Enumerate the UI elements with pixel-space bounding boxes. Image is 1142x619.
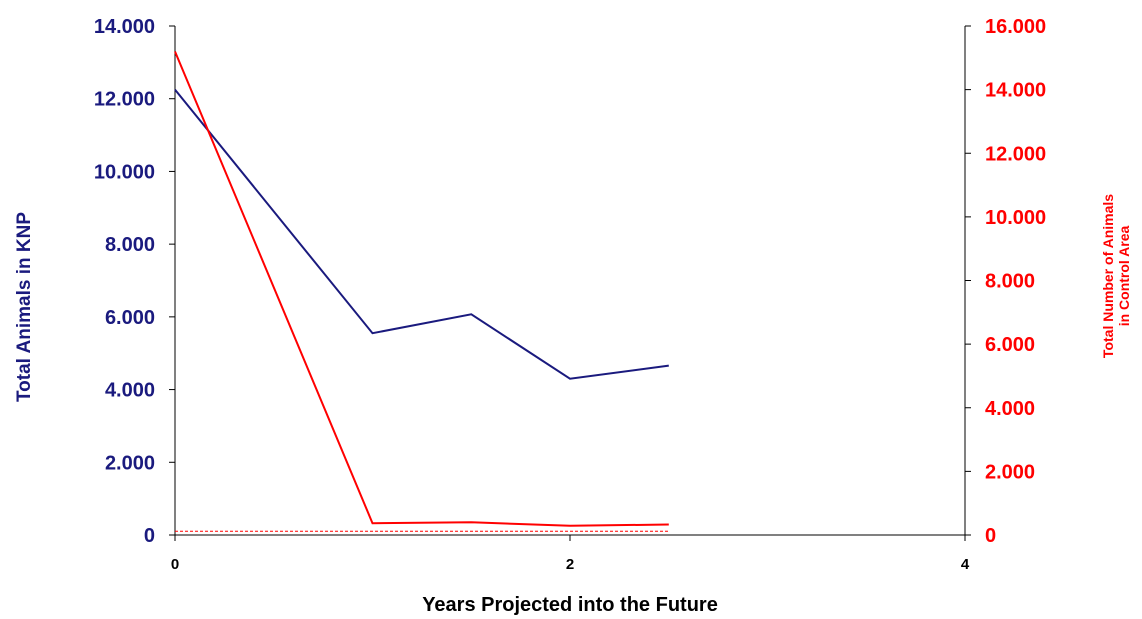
right-y-axis-label-line-2: in Control Area xyxy=(1116,225,1132,326)
x-tick-label: 0 xyxy=(171,556,179,573)
right-tick-label: 14.000 xyxy=(985,80,1046,102)
x-tick-label: 4 xyxy=(961,556,970,573)
right-tick-label: 12.000 xyxy=(985,143,1046,165)
right-tick-label: 0 xyxy=(985,525,996,547)
right-y-axis-ticks: 0 2.000 4.000 6.000 8.000 10.000 12.000 14.000 1… xyxy=(965,16,1046,547)
x-tick-label: 2 xyxy=(566,556,574,573)
control-area-series-line xyxy=(174,51,669,527)
right-tick-label: 16.000 xyxy=(985,16,1046,38)
right-tick-label: 4.000 xyxy=(985,398,1035,420)
left-tick-label: 8.000 xyxy=(105,234,155,256)
knp-series-line xyxy=(174,88,669,380)
left-tick-label: 12.000 xyxy=(94,89,155,111)
left-tick-label: 0 xyxy=(144,525,155,547)
series-layer xyxy=(174,51,669,532)
right-tick-label: 10.000 xyxy=(985,207,1046,229)
left-tick-label: 4.000 xyxy=(105,380,155,402)
axes xyxy=(174,26,966,536)
left-tick-label: 6.000 xyxy=(105,307,155,329)
right-y-axis-label: Total Number of Animals in Control Area xyxy=(1100,194,1132,358)
right-tick-label: 8.000 xyxy=(985,271,1035,293)
left-tick-label: 14.000 xyxy=(94,16,155,38)
right-y-axis-label-line-1: Total Number of Animals xyxy=(1100,194,1116,358)
left-tick-label: 2.000 xyxy=(105,452,155,474)
right-tick-label: 2.000 xyxy=(985,461,1035,483)
left-y-axis-label: Total Animals in KNP xyxy=(14,212,35,402)
x-axis-ticks: 0 2 4 xyxy=(171,535,970,573)
left-tick-label: 10.000 xyxy=(94,161,155,183)
x-axis-label: Years Projected into the Future xyxy=(422,594,718,616)
left-y-axis-ticks: 0 2.000 4.000 6.000 8.000 10.000 12.000 14.000 xyxy=(94,16,175,547)
right-tick-label: 6.000 xyxy=(985,334,1035,356)
